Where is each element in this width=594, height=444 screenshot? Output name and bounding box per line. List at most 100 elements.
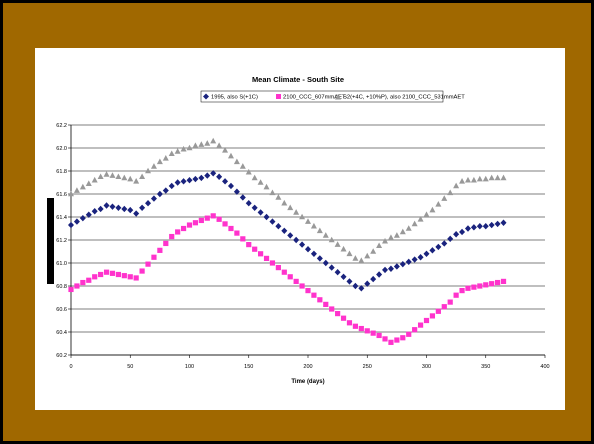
square-point	[157, 247, 163, 253]
square-point	[340, 315, 347, 321]
legend-diamond-icon	[203, 93, 209, 100]
triangle-point	[435, 201, 442, 207]
triangle-point	[476, 175, 483, 182]
square-point	[346, 320, 353, 326]
triangle-point	[417, 216, 424, 222]
square-point	[180, 225, 187, 232]
triangle-point	[115, 173, 122, 180]
square-point	[459, 288, 465, 294]
triangle-point	[305, 218, 311, 224]
triangle-point	[364, 252, 371, 259]
square-point	[412, 327, 418, 333]
square-point	[388, 339, 394, 345]
triangle-point	[423, 211, 430, 217]
diamond-point	[97, 205, 104, 213]
triangle-point	[470, 176, 477, 183]
diamond-point	[103, 202, 110, 209]
triangle-point	[85, 180, 92, 186]
diamond-point	[352, 282, 359, 290]
diamond-point	[494, 220, 501, 228]
diamond-point	[322, 259, 329, 267]
square-point	[376, 332, 382, 339]
chart-title: Mean Climate - South Site	[252, 75, 344, 84]
triangle-point	[198, 141, 205, 147]
triangle-point	[346, 250, 353, 257]
y-tick-label: 60.4	[56, 330, 67, 336]
diamond-point	[192, 175, 199, 183]
triangle-point	[180, 145, 187, 152]
square-point	[500, 278, 507, 284]
diamond-point	[233, 188, 240, 195]
triangle-point	[322, 232, 329, 238]
triangle-point	[281, 199, 288, 206]
diamond-point	[239, 194, 246, 201]
diamond-point	[500, 219, 507, 226]
legend-square-icon	[276, 94, 281, 99]
x-tick-label: 200	[303, 364, 312, 370]
y-tick-label: 61.8	[56, 169, 67, 175]
triangle-point	[222, 147, 229, 153]
diamond-point	[145, 200, 152, 207]
legend: 1995, also S(+1C) 2100_CCC_607mmAET S2(+…	[200, 90, 465, 103]
square-point	[210, 213, 216, 219]
triangle-point	[287, 204, 294, 211]
diamond-point	[423, 250, 430, 257]
diamond-point	[133, 210, 140, 217]
diamond-point	[470, 224, 477, 231]
triangle-point	[192, 142, 199, 148]
legend-box	[200, 90, 444, 103]
diamond-point	[257, 209, 264, 216]
diamond-point	[435, 243, 442, 251]
square-point	[281, 269, 287, 275]
triangle-point	[204, 140, 211, 146]
square-point	[186, 222, 193, 228]
triangle-point	[429, 206, 436, 213]
triangle-point	[150, 163, 157, 169]
square-point	[228, 225, 234, 232]
diamond-point	[340, 273, 347, 280]
triangle-point	[251, 174, 258, 181]
y-tick-label: 61.4	[56, 215, 67, 221]
series-1	[68, 170, 507, 292]
triangle-point	[387, 234, 394, 240]
triangle-point	[121, 174, 128, 181]
triangle-point	[133, 178, 140, 184]
diamond-point	[447, 235, 454, 243]
triangle-point	[257, 179, 264, 185]
diamond-point	[121, 205, 128, 213]
triangle-point	[139, 173, 146, 180]
diamond-point	[370, 275, 377, 283]
triangle-point	[358, 257, 365, 263]
x-tick-label: 350	[481, 364, 490, 370]
diamond-point	[109, 203, 116, 210]
diamond-point	[305, 246, 311, 253]
y-tick-label: 61.2	[56, 238, 67, 244]
square-point	[103, 269, 110, 275]
triangle-point	[411, 220, 418, 227]
diamond-point	[174, 179, 181, 186]
diamond-point	[245, 200, 252, 207]
triangle-point	[352, 255, 359, 261]
y-tick-label: 60.6	[56, 307, 67, 313]
triangle-point	[79, 183, 86, 190]
diamond-point	[216, 173, 223, 180]
triangle-point	[494, 174, 501, 181]
triangle-point	[482, 175, 489, 182]
x-tick-label: 300	[422, 364, 431, 370]
square-point	[489, 281, 495, 287]
triangle-point	[156, 158, 163, 165]
square-point	[495, 279, 501, 286]
triangle-point	[399, 228, 406, 235]
triangle-point	[310, 222, 317, 229]
series-layer	[68, 137, 507, 345]
diamond-point	[405, 258, 412, 266]
triangle-point	[186, 144, 193, 151]
square-point	[252, 246, 258, 252]
triangle-point	[73, 187, 80, 193]
square-point	[263, 255, 270, 261]
diamond-point	[150, 195, 157, 202]
square-point	[133, 275, 139, 281]
diamond-point	[85, 211, 92, 218]
square-point	[453, 292, 459, 298]
triangle-point	[275, 194, 282, 200]
